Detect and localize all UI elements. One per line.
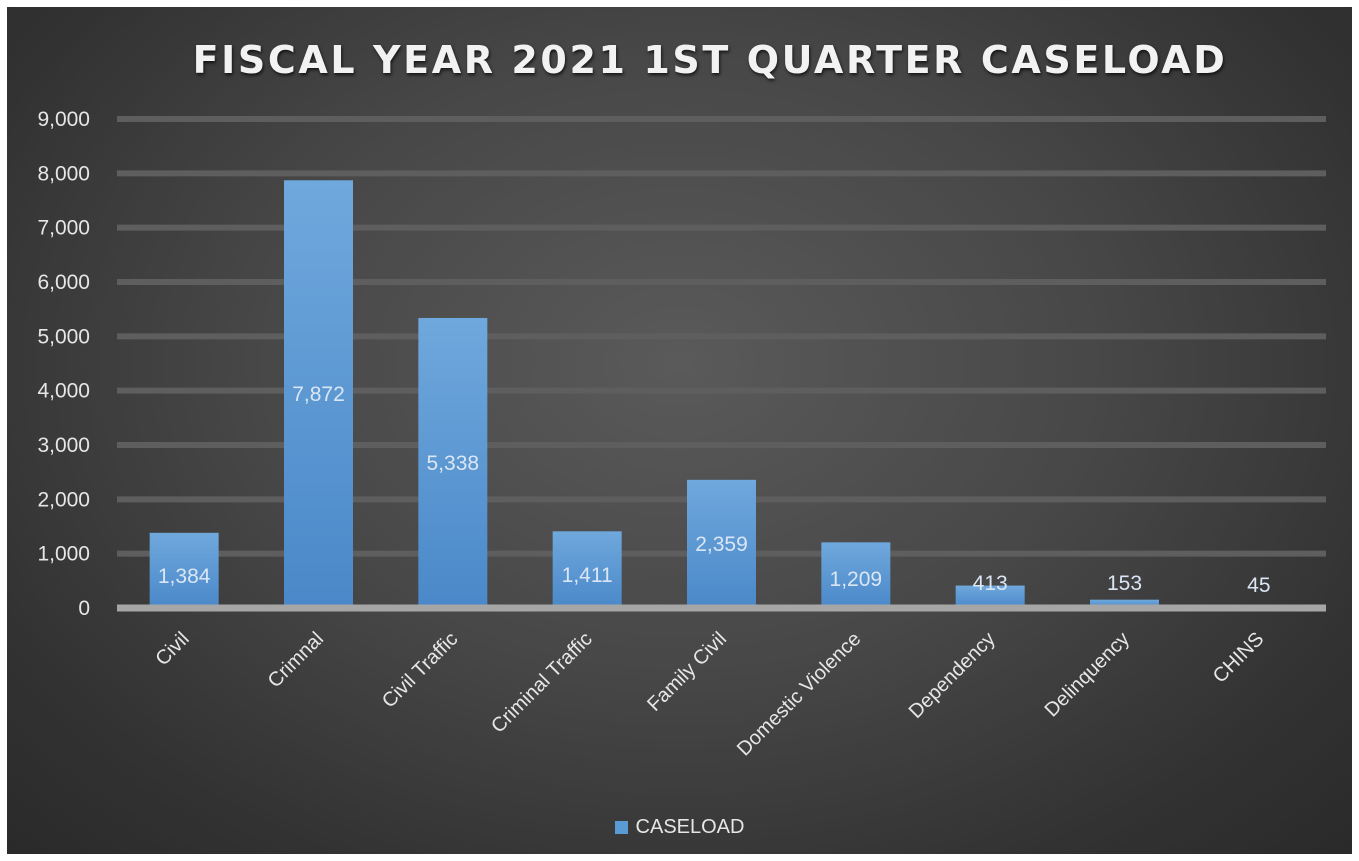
x-tick-label: Crimnal [264, 628, 328, 692]
x-tick-label: Civil Traffic [378, 628, 462, 712]
bar [687, 479, 756, 608]
y-tick-label: 7,000 [37, 217, 90, 240]
legend-label-caseload: CASELOAD [635, 816, 745, 838]
bar [418, 317, 488, 608]
bar [149, 532, 219, 608]
y-tick-label: 6,000 [37, 271, 90, 294]
data-label: 1,384 [158, 565, 211, 588]
y-tick-label: 9,000 [37, 108, 90, 131]
x-axis: Civil Crimnal Civil Traffic Criminal Traffi… [151, 628, 1268, 760]
data-labels: 1,384 7,872 5,338 1,411 2,359 1,209 413 153 45 [158, 383, 1271, 597]
data-label: 5,338 [427, 452, 480, 475]
y-tick-label: 1,000 [37, 543, 90, 566]
bar [955, 585, 1025, 608]
y-tick-label: 0 [78, 597, 90, 620]
x-tick-label: Dependency [905, 628, 1000, 723]
bar [1090, 599, 1159, 608]
x-tick-label: Civil [151, 628, 193, 670]
bars [149, 180, 1294, 608]
bar [552, 531, 622, 608]
legend-swatch-caseload [614, 821, 628, 834]
data-label: 153 [1107, 572, 1142, 595]
chart-title: FISCAL YEAR 2021 1ST QUARTER CASELOAD [192, 38, 1228, 82]
y-tick-label: 2,000 [37, 488, 90, 511]
x-tick-label: Delinquency [1041, 628, 1134, 721]
legend: CASELOAD [0, 816, 1359, 839]
x-tick-label: Family Civil [643, 628, 731, 716]
bar [821, 542, 891, 608]
data-label: 1,209 [830, 568, 883, 591]
data-label: 1,411 [562, 564, 613, 587]
data-label: 2,359 [695, 533, 748, 556]
y-tick-label: 4,000 [37, 380, 90, 403]
data-label: 45 [1247, 574, 1270, 597]
y-axis: 0 1,000 2,000 3,000 4,000 5,000 6,000 7,000 8,00… [37, 108, 90, 620]
x-tick-label: Domestic Violence [733, 628, 865, 760]
chart-area [7, 7, 1352, 854]
data-label: 413 [973, 572, 1008, 595]
x-tick-label: CHINS [1209, 628, 1269, 688]
x-tick-label: Criminal Traffic [487, 628, 597, 738]
y-tick-label: 3,000 [37, 434, 90, 457]
data-label: 7,872 [292, 383, 345, 406]
y-tick-label: 5,000 [37, 325, 90, 348]
y-tick-label: 8,000 [37, 162, 90, 185]
bar [284, 180, 353, 608]
